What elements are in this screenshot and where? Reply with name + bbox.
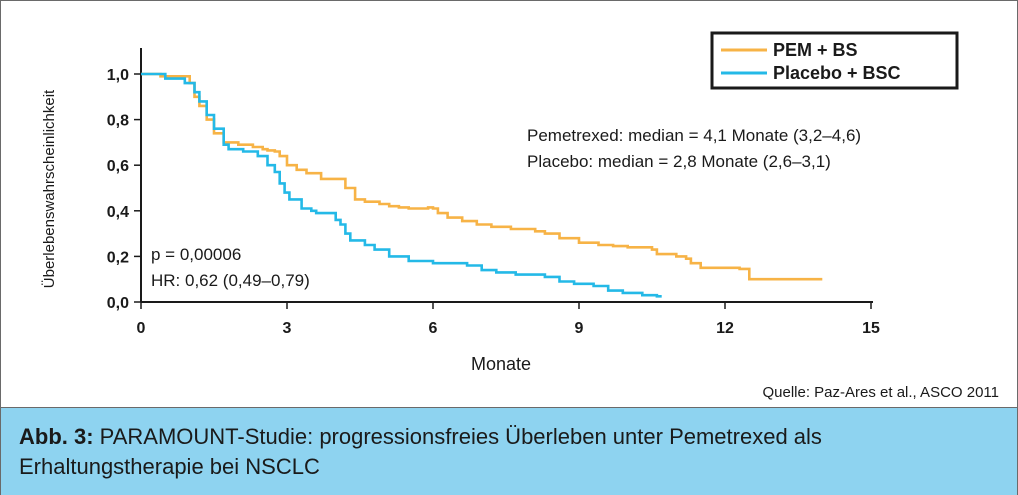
survival-chart: 0,0 0,2 0,4 0,6 0,8 1,0 0 3 6 9 12 15 Monate Überlebe… [40, 31, 959, 374]
x-tick-label: 15 [862, 320, 880, 337]
x-tick-label: 0 [137, 320, 146, 337]
caption-text: Abb. 3: PARAMOUNT-Studie: progressionsfr… [19, 422, 979, 482]
p-value-note: p = 0,00006 [151, 245, 241, 264]
curves [141, 72, 823, 298]
hazard-ratio-note: HR: 0,62 (0,49–0,79) [151, 271, 310, 290]
y-tick-label: 0,2 [107, 249, 129, 266]
legend-label: Placebo + BSC [773, 63, 901, 83]
legend: PEM + BS Placebo + BSC [710, 31, 959, 90]
y-tick-label: 0,6 [107, 158, 129, 175]
x-tick-label: 3 [283, 320, 292, 337]
y-axis-label: Überlebenswahrscheinlichkeit [40, 89, 58, 288]
x-tick-label: 12 [716, 320, 734, 337]
median-placebo-note: Placebo: median = 2,8 Monate (2,6–3,1) [527, 152, 831, 171]
annotations: Pemetrexed: median = 4,1 Monate (3,2–4,6… [151, 126, 861, 290]
legend-box [710, 31, 959, 90]
y-tick-label: 1,0 [107, 67, 129, 84]
legend-label: PEM + BS [773, 40, 858, 60]
series-line-pem [141, 72, 823, 281]
x-tick-label: 9 [575, 320, 584, 337]
median-pem-note: Pemetrexed: median = 4,1 Monate (3,2–4,6… [527, 126, 861, 145]
x-tick-label: 6 [429, 320, 438, 337]
y-tick-label: 0,4 [107, 204, 129, 221]
figure-caption: Abb. 3: PARAMOUNT-Studie: progressionsfr… [1, 407, 1017, 495]
y-tick-label: 0,8 [107, 113, 129, 130]
caption-label: Abb. 3: [19, 424, 94, 449]
axes: 0,0 0,2 0,4 0,6 0,8 1,0 0 3 6 9 12 15 Monate Überlebe… [40, 48, 880, 374]
y-tick-label: 0,0 [107, 295, 129, 312]
source-note: Quelle: Paz-Ares et al., ASCO 2011 [762, 384, 999, 401]
series-line-placebo [141, 72, 662, 298]
caption-body: PARAMOUNT-Studie: progressionsfreies Übe… [19, 424, 822, 479]
x-axis-label: Monate [471, 354, 531, 374]
